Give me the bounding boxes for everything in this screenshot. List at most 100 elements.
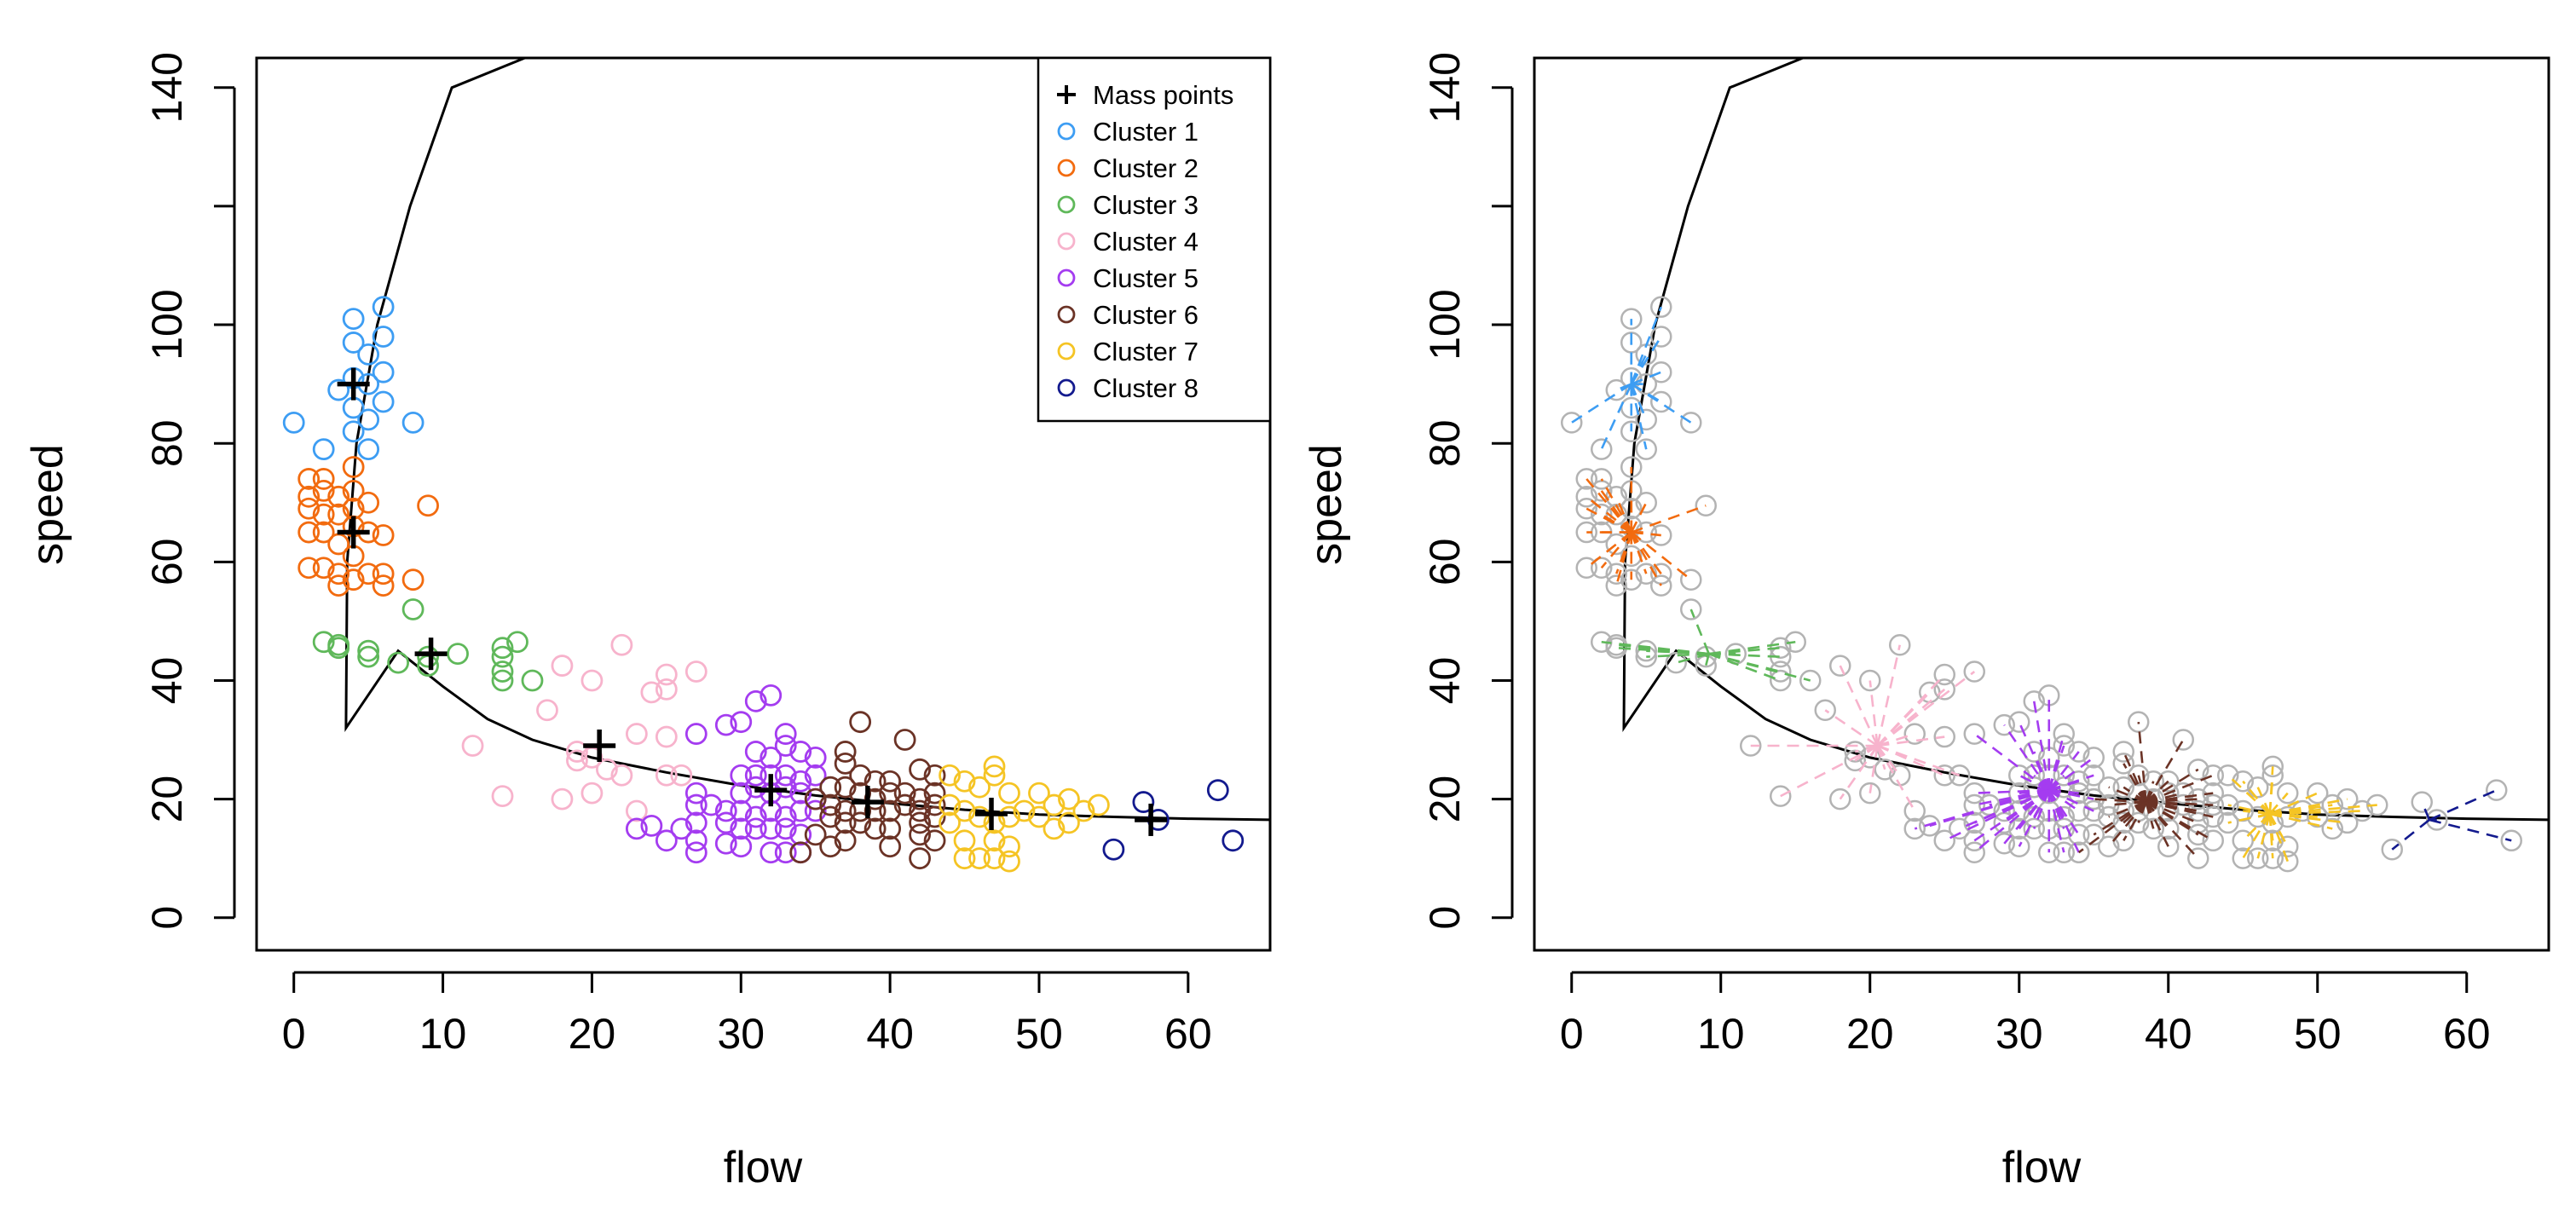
cluster-6-point — [909, 758, 931, 781]
grey-observation-point — [2307, 782, 2329, 805]
grey-observation-point — [2202, 829, 2224, 852]
grey-observation-point — [2008, 711, 2030, 733]
cluster-5-point — [774, 841, 797, 864]
cluster-6-link — [2145, 801, 2199, 860]
mass-point — [975, 797, 1008, 830]
cluster-7-point — [983, 829, 1006, 852]
grey-observation-point — [2277, 782, 2299, 805]
cluster-5-point — [774, 764, 797, 787]
cluster-5-point — [714, 713, 737, 736]
cluster-3-point — [506, 631, 528, 654]
cluster-7-link — [2269, 798, 2348, 816]
cluster-6-point — [893, 793, 916, 816]
cluster-7-link — [2269, 804, 2377, 816]
grey-observation-point — [2172, 782, 2194, 805]
y-tick-label: 140 — [1421, 52, 1469, 123]
grey-observation-point — [2277, 835, 2299, 858]
cluster-4-link — [1839, 745, 1879, 800]
legend-rows: Mass points Cluster 1 Cluster 2 Cluster 3 Cl… — [1057, 80, 1233, 403]
cluster-6-point — [863, 770, 887, 793]
grey-observation-point — [2053, 723, 2075, 745]
legend-label: Cluster 6 — [1093, 300, 1198, 330]
cluster-6-link — [2123, 763, 2147, 803]
cluster-2-link — [1615, 496, 1632, 534]
cluster-1-link — [1600, 384, 1632, 450]
cluster-2-link — [1614, 532, 1633, 586]
cluster-5-link — [2048, 789, 2065, 853]
cluster-5-link — [2033, 774, 2050, 792]
cluster-5-point — [744, 776, 767, 799]
cluster-6-link — [2145, 781, 2155, 803]
left-y-axis: 0 20 40 60 80 100 140 — [143, 52, 236, 930]
cluster-5-point — [804, 747, 827, 769]
cluster-2-point — [357, 562, 380, 586]
right-x-axis-title: flow — [2002, 1143, 2082, 1192]
grey-observation-point — [2112, 776, 2134, 799]
grey-observation-point — [2023, 690, 2045, 712]
cluster-6-point — [923, 764, 946, 787]
cluster-7-point — [1028, 782, 1050, 805]
y-tick-label: 60 — [143, 539, 191, 586]
grey-observation-point — [2381, 838, 2403, 861]
cluster-2-point — [312, 557, 335, 580]
cluster-5-point — [640, 815, 663, 837]
mass-point — [754, 774, 788, 807]
cluster-3-point — [447, 643, 469, 666]
cluster-6-link — [2145, 739, 2185, 803]
cluster-1-point — [357, 438, 380, 461]
grey-observation-point — [2112, 753, 2134, 775]
legend-label: Cluster 8 — [1093, 373, 1198, 403]
cluster-6-point — [804, 787, 827, 811]
grey-observation-point — [1635, 438, 1657, 460]
x-tick-label: 20 — [1846, 1010, 1894, 1058]
legend-circle-marker — [1057, 305, 1076, 324]
cluster-8-link — [2429, 788, 2498, 822]
cluster-4-point — [566, 749, 588, 772]
cluster-4-link — [1839, 665, 1879, 747]
cluster-1-point — [372, 296, 395, 319]
cluster-3-point — [491, 661, 514, 683]
grey-observation-point — [2098, 835, 2120, 858]
cluster-7-point — [953, 847, 976, 870]
grey-observation-point — [2172, 729, 2194, 751]
grey-observation-point — [1933, 829, 1955, 852]
cluster-4-point — [625, 799, 648, 822]
cluster-4-point — [625, 723, 648, 745]
cluster-1-link — [1571, 383, 1632, 424]
cluster-3-point — [521, 669, 544, 692]
cluster-6-point — [909, 823, 931, 846]
grey-observation-point — [2217, 811, 2239, 834]
cluster-5-link — [2048, 756, 2095, 792]
cluster-8-point — [1132, 791, 1155, 813]
cluster-1-link — [1630, 384, 1648, 420]
x-tick-label: 30 — [717, 1010, 765, 1058]
cluster-5-link — [1974, 788, 2049, 794]
cluster-2-link — [1601, 513, 1632, 534]
cluster-7-link — [2268, 792, 2289, 815]
x-tick-label: 40 — [866, 1010, 914, 1058]
grey-observation-point — [2008, 799, 2030, 822]
cluster-1-point — [372, 390, 395, 413]
cluster-6-point — [849, 711, 872, 734]
cluster-5-link — [2033, 751, 2050, 791]
grey-observation-point — [2187, 759, 2209, 781]
cluster-4-point — [551, 655, 574, 677]
cluster-5-point — [744, 817, 767, 840]
cluster-2-link — [1630, 531, 1662, 586]
cluster-2-point — [342, 479, 365, 502]
cluster-2-point — [357, 491, 380, 514]
cluster-2-point — [342, 456, 365, 478]
cluster-6-point — [879, 782, 902, 805]
cluster-5-point — [774, 817, 797, 840]
grey-observation-point — [1903, 723, 1926, 745]
grey-observation-point — [1933, 663, 1955, 686]
grey-observation-point — [1829, 655, 1851, 677]
grey-observation-point — [2038, 841, 2060, 863]
cluster-7-link — [2268, 813, 2274, 859]
grey-observation-point — [1591, 468, 1613, 490]
cluster-2-point — [372, 524, 395, 546]
cluster-5-point — [774, 776, 797, 799]
legend: Mass points Cluster 1 Cluster 2 Cluster 3 Cl… — [1037, 56, 1272, 423]
cluster-5-point — [670, 817, 693, 840]
cluster-1-point — [401, 411, 425, 434]
